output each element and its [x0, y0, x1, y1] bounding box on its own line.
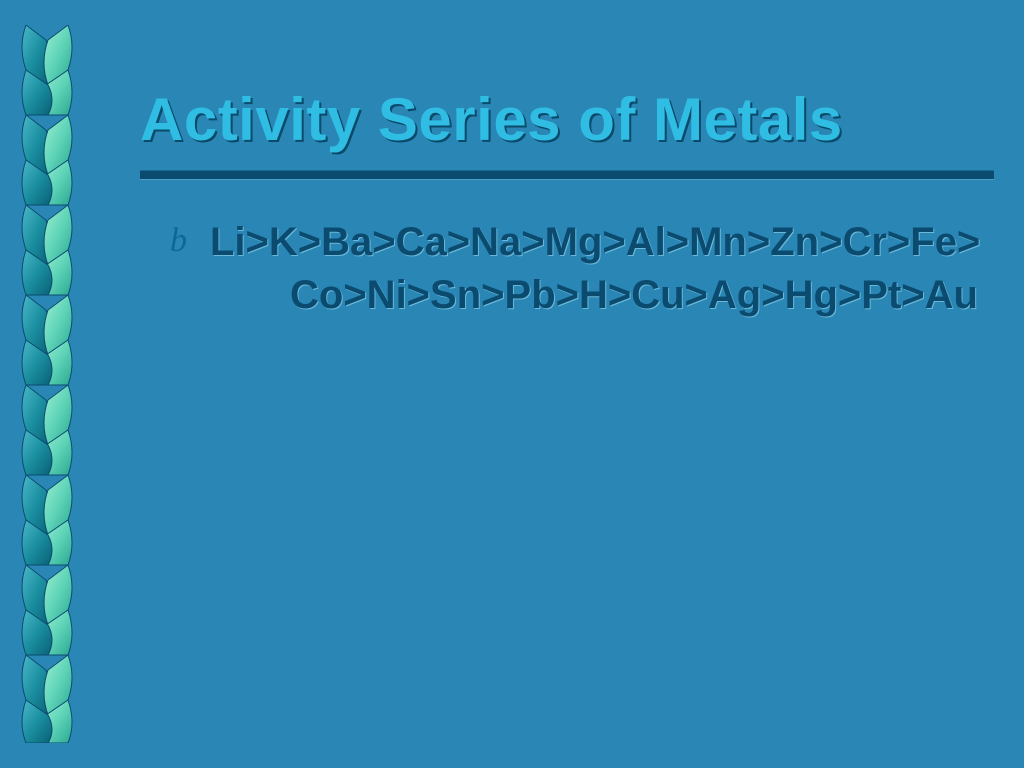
activity-series-line1: Li>K>Ba>Ca>Na>Mg>Al>Mn>Zn>Cr>Fe> — [210, 220, 980, 265]
bullet-icon: b — [170, 222, 187, 260]
title-underline — [140, 170, 994, 180]
helix-decoration — [18, 25, 76, 743]
helix-svg — [18, 25, 76, 743]
helix-group — [22, 25, 72, 743]
activity-series-line2: Co>Ni>Sn>Pb>H>Cu>Ag>Hg>Pt>Au — [290, 273, 978, 318]
slide-content: Activity Series of Metals b Li>K>Ba>Ca>N… — [110, 0, 1024, 768]
slide-title: Activity Series of Metals — [140, 85, 843, 154]
